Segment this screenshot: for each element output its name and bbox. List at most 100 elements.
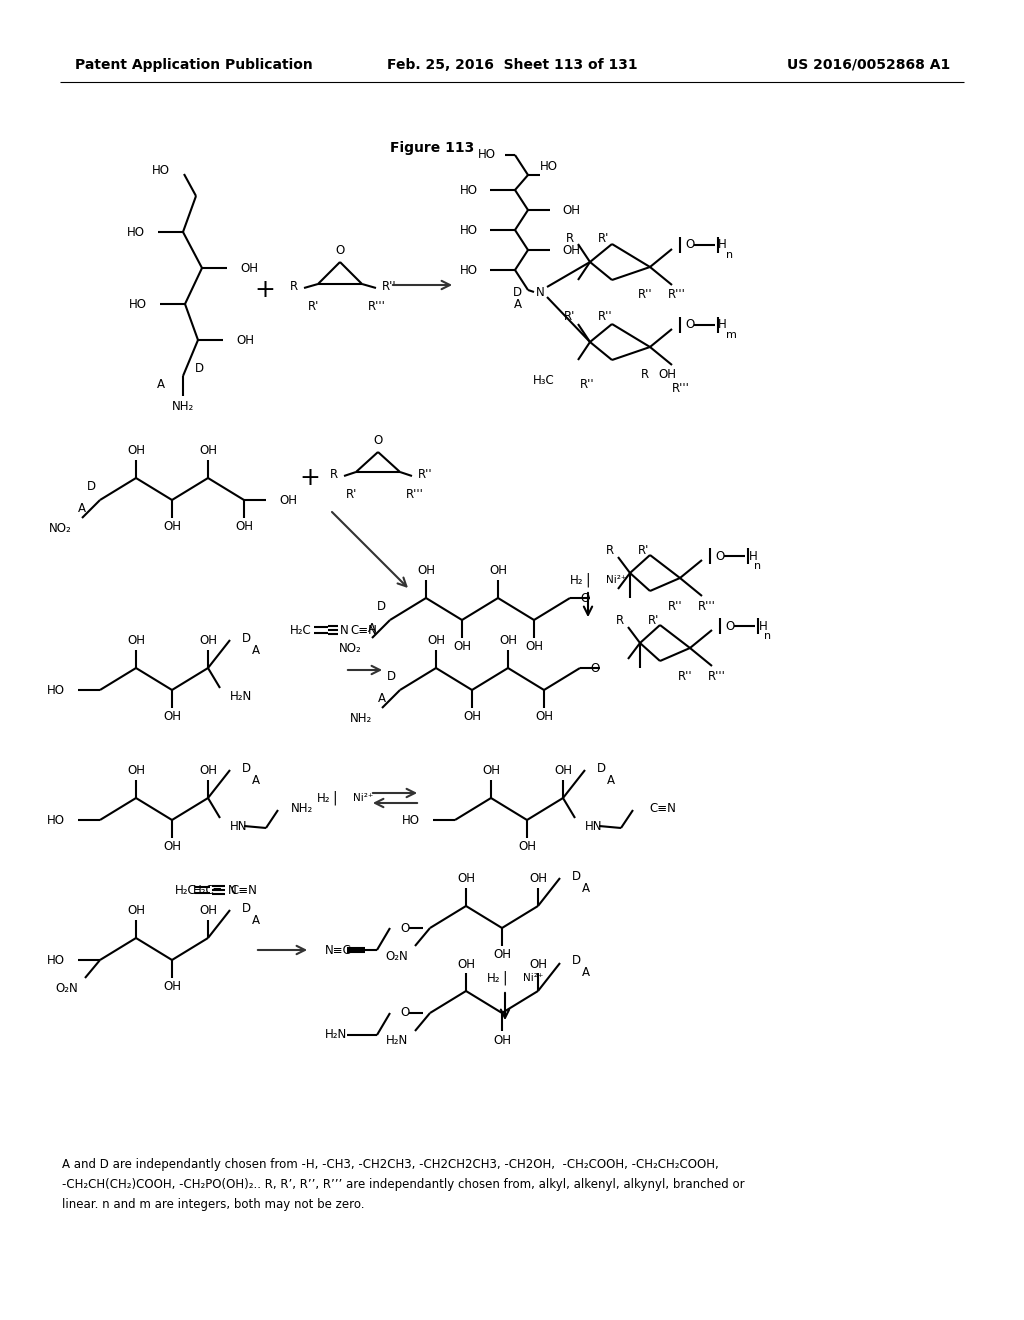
Text: R': R'	[598, 231, 609, 244]
Text: NH₂: NH₂	[172, 400, 195, 412]
Text: OH: OH	[127, 635, 145, 648]
Text: R: R	[290, 281, 298, 293]
Text: D: D	[87, 479, 96, 492]
Text: R: R	[566, 231, 574, 244]
Text: OH: OH	[453, 640, 471, 653]
Text: D: D	[242, 762, 251, 775]
Text: R: R	[330, 469, 338, 482]
Text: OH: OH	[554, 764, 572, 777]
Text: HN: HN	[230, 820, 248, 833]
Text: OH: OH	[163, 981, 181, 994]
Text: linear. n and m are integers, both may not be zero.: linear. n and m are integers, both may n…	[62, 1199, 365, 1210]
Text: O: O	[580, 591, 589, 605]
Text: HO: HO	[152, 164, 170, 177]
Text: O: O	[336, 243, 345, 256]
Text: N: N	[228, 883, 237, 896]
Text: NO₂: NO₂	[339, 642, 362, 655]
Text: A: A	[157, 378, 165, 391]
Text: A: A	[607, 774, 615, 787]
Text: R': R'	[346, 487, 357, 500]
Text: H₃C: H₃C	[534, 374, 555, 387]
Text: Ni²⁺: Ni²⁺	[353, 793, 374, 803]
Text: OH: OH	[163, 841, 181, 854]
Text: OH: OH	[529, 873, 547, 886]
Text: OH: OH	[457, 957, 475, 970]
Text: A: A	[252, 644, 260, 656]
Text: OH: OH	[489, 565, 507, 578]
Text: A: A	[378, 692, 386, 705]
Text: OH: OH	[279, 494, 297, 507]
Text: N: N	[536, 285, 545, 298]
Text: H₂N: H₂N	[386, 1035, 408, 1048]
Text: N: N	[340, 623, 349, 636]
Text: OH: OH	[427, 635, 445, 648]
Text: |: |	[333, 791, 337, 805]
Text: O: O	[715, 549, 724, 562]
Text: H: H	[718, 318, 727, 331]
Text: O: O	[685, 318, 694, 331]
Text: NO₂: NO₂	[49, 521, 72, 535]
Text: R''': R'''	[708, 669, 726, 682]
Text: n: n	[764, 631, 771, 642]
Text: R: R	[641, 368, 649, 381]
Text: A: A	[582, 966, 590, 979]
Text: A: A	[78, 502, 86, 515]
Text: OH: OH	[199, 635, 217, 648]
Text: O₂N: O₂N	[385, 949, 408, 962]
Text: A and D are independantly chosen from -H, -CH3, -CH2CH3, -CH2CH2CH3, -CH2OH,  -C: A and D are independantly chosen from -H…	[62, 1158, 719, 1171]
Text: OH: OH	[463, 710, 481, 723]
Text: R''': R'''	[406, 487, 424, 500]
Text: D: D	[572, 954, 582, 968]
Text: R: R	[616, 615, 624, 627]
Text: R': R'	[648, 615, 659, 627]
Text: OH: OH	[518, 841, 536, 854]
Text: +: +	[300, 466, 321, 490]
Text: R''': R'''	[368, 300, 386, 313]
Text: R'': R''	[580, 378, 595, 391]
Text: OH: OH	[199, 764, 217, 777]
Text: OH: OH	[234, 520, 253, 533]
Text: H₂C═: H₂C═	[193, 883, 222, 896]
Text: OH: OH	[457, 873, 475, 886]
Text: HO: HO	[460, 223, 478, 236]
Text: R': R'	[638, 544, 649, 557]
Text: +: +	[255, 279, 275, 302]
Text: D: D	[387, 669, 396, 682]
Text: OH: OH	[127, 445, 145, 458]
Text: OH: OH	[493, 949, 511, 961]
Text: N≡C: N≡C	[325, 944, 352, 957]
Text: R': R'	[564, 309, 575, 322]
Text: O: O	[725, 619, 734, 632]
Text: Ni²⁺: Ni²⁺	[606, 576, 627, 585]
Text: OH: OH	[127, 764, 145, 777]
Text: Feb. 25, 2016  Sheet 113 of 131: Feb. 25, 2016 Sheet 113 of 131	[387, 58, 637, 73]
Text: OH: OH	[529, 957, 547, 970]
Text: H: H	[749, 549, 758, 562]
Text: D: D	[597, 762, 606, 775]
Text: R'': R''	[598, 309, 612, 322]
Text: H₂C: H₂C	[290, 623, 311, 636]
Text: H₂N: H₂N	[230, 689, 252, 702]
Text: HN: HN	[585, 820, 602, 833]
Text: OH: OH	[127, 904, 145, 917]
Text: R''': R'''	[698, 599, 716, 612]
Text: m: m	[726, 330, 737, 341]
Text: H₂: H₂	[486, 972, 500, 985]
Text: OH: OH	[163, 710, 181, 723]
Text: D: D	[377, 599, 386, 612]
Text: D: D	[242, 902, 251, 915]
Text: n: n	[754, 561, 761, 572]
Text: O: O	[374, 433, 383, 446]
Text: HO: HO	[47, 684, 65, 697]
Text: HO: HO	[460, 183, 478, 197]
Text: R''': R'''	[668, 289, 686, 301]
Text: OH: OH	[535, 710, 553, 723]
Text: A: A	[252, 913, 260, 927]
Text: -CH₂CH(CH₂)COOH, -CH₂PO(OH)₂.. R, R’, R’’, R’’’ are independantly chosen from, a: -CH₂CH(CH₂)COOH, -CH₂PO(OH)₂.. R, R’, R’…	[62, 1177, 744, 1191]
Text: D: D	[572, 870, 582, 883]
Text: |: |	[586, 573, 590, 587]
Text: OH: OH	[236, 334, 254, 346]
Text: OH: OH	[417, 565, 435, 578]
Text: OH: OH	[482, 764, 500, 777]
Text: D: D	[242, 631, 251, 644]
